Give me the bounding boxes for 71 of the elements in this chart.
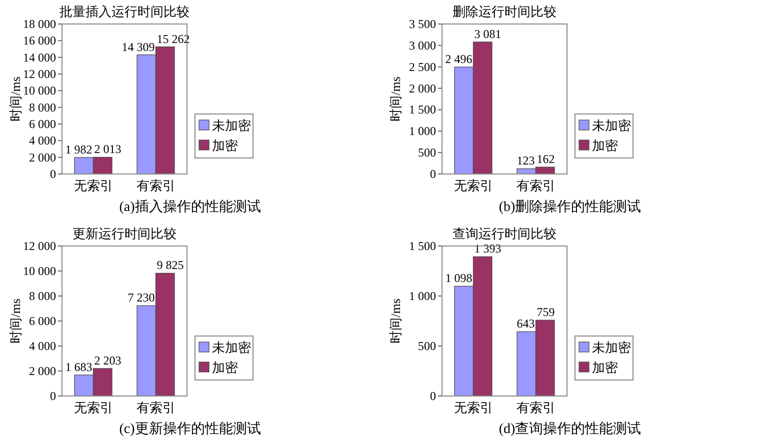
legend-label: 未加密 — [592, 340, 631, 355]
y-tick-label: 12 000 — [23, 67, 56, 81]
y-tick-label: 0 — [430, 389, 436, 403]
y-tick-label: 0 — [430, 167, 436, 181]
y-tick-label: 10 000 — [23, 84, 56, 98]
y-tick-label: 8 000 — [29, 289, 56, 303]
legend-label: 未加密 — [212, 340, 251, 355]
legend-label: 加密 — [592, 138, 618, 153]
data-label: 759 — [536, 305, 555, 320]
x-tick-label: 无索引 — [454, 178, 493, 193]
y-tick-label: 6 000 — [29, 117, 56, 131]
x-tick-label: 无索引 — [74, 400, 113, 415]
data-label: 2 496 — [445, 52, 472, 66]
y-axis-title: 时间/ms — [388, 76, 403, 122]
x-tick-label: 有索引 — [516, 400, 556, 415]
legend-label: 加密 — [212, 360, 238, 375]
text: (c)更新操作的性能测试 — [119, 421, 261, 437]
data-label: 14 309 — [122, 40, 155, 54]
data-label: 162 — [536, 152, 555, 166]
chart-title: 更新运行时间比较 — [72, 226, 176, 241]
x-tick-label: 有索引 — [516, 178, 556, 193]
chart-title: 删除运行时间比较 — [452, 4, 556, 19]
y-tick-label: 1 000 — [409, 124, 436, 138]
y-tick-label: 16 000 — [23, 34, 56, 48]
x-tick-label: 无索引 — [74, 178, 113, 193]
y-axis-title: 时间/ms — [8, 298, 23, 344]
y-tick-label: 0 — [50, 167, 56, 181]
data-label: 123 — [516, 154, 535, 168]
y-tick-label: 1 500 — [409, 102, 436, 117]
y-tick-label: 3 500 — [409, 17, 436, 31]
y-tick-label: 0 — [50, 389, 56, 403]
data-label: 643 — [516, 316, 535, 331]
x-tick-label: 有索引 — [136, 400, 176, 415]
y-tick-label: 1 000 — [409, 289, 436, 303]
chart-title: 查询运行时间比较 — [452, 226, 556, 241]
y-tick-label: 3 000 — [409, 38, 436, 52]
y-tick-label: 1 500 — [409, 239, 436, 253]
x-tick-label: 有索引 — [136, 178, 176, 193]
y-tick-label: 2 000 — [409, 81, 436, 96]
y-axis-title: 时间/ms — [388, 298, 403, 344]
chart-title: 批量插入运行时间比较 — [60, 4, 190, 19]
y-tick-label: 12 000 — [23, 239, 56, 253]
y-tick-label: 500 — [418, 339, 436, 353]
x-tick-label: 无索引 — [454, 400, 493, 415]
text: (b)删除操作的性能测试 — [498, 199, 642, 215]
legend-label: 未加密 — [212, 118, 251, 133]
data-label: 1 098 — [445, 271, 472, 286]
y-tick-label: 6 000 — [29, 314, 56, 328]
legend-label: 未加密 — [592, 118, 631, 133]
legend-label: 加密 — [592, 360, 618, 375]
y-tick-label: 2 000 — [29, 150, 56, 164]
data-label: 3 081 — [474, 26, 502, 41]
data-label: 2 203 — [94, 353, 122, 368]
y-tick-label: 2 500 — [409, 60, 436, 74]
text: (a)插入操作的性能测试 — [119, 199, 261, 215]
y-tick-label: 2 000 — [29, 364, 56, 378]
y-tick-label: 14 000 — [23, 50, 56, 64]
legend-label: 加密 — [212, 138, 238, 153]
data-label: 7 230 — [128, 290, 155, 305]
y-tick-label: 8 000 — [29, 100, 56, 114]
text: (d)查询操作的性能测试 — [498, 421, 642, 437]
data-label: 1 683 — [65, 360, 92, 374]
data-label: 9 825 — [156, 258, 184, 272]
data-label: 2 013 — [94, 142, 122, 156]
y-tick-label: 4 000 — [29, 134, 56, 148]
y-tick-label: 10 000 — [23, 264, 56, 278]
y-tick-label: 4 000 — [29, 339, 56, 353]
data-label: 1 982 — [65, 142, 92, 156]
y-tick-label: 500 — [418, 146, 436, 160]
y-tick-label: 18 000 — [23, 17, 56, 31]
y-axis-title: 时间/ms — [8, 76, 23, 122]
